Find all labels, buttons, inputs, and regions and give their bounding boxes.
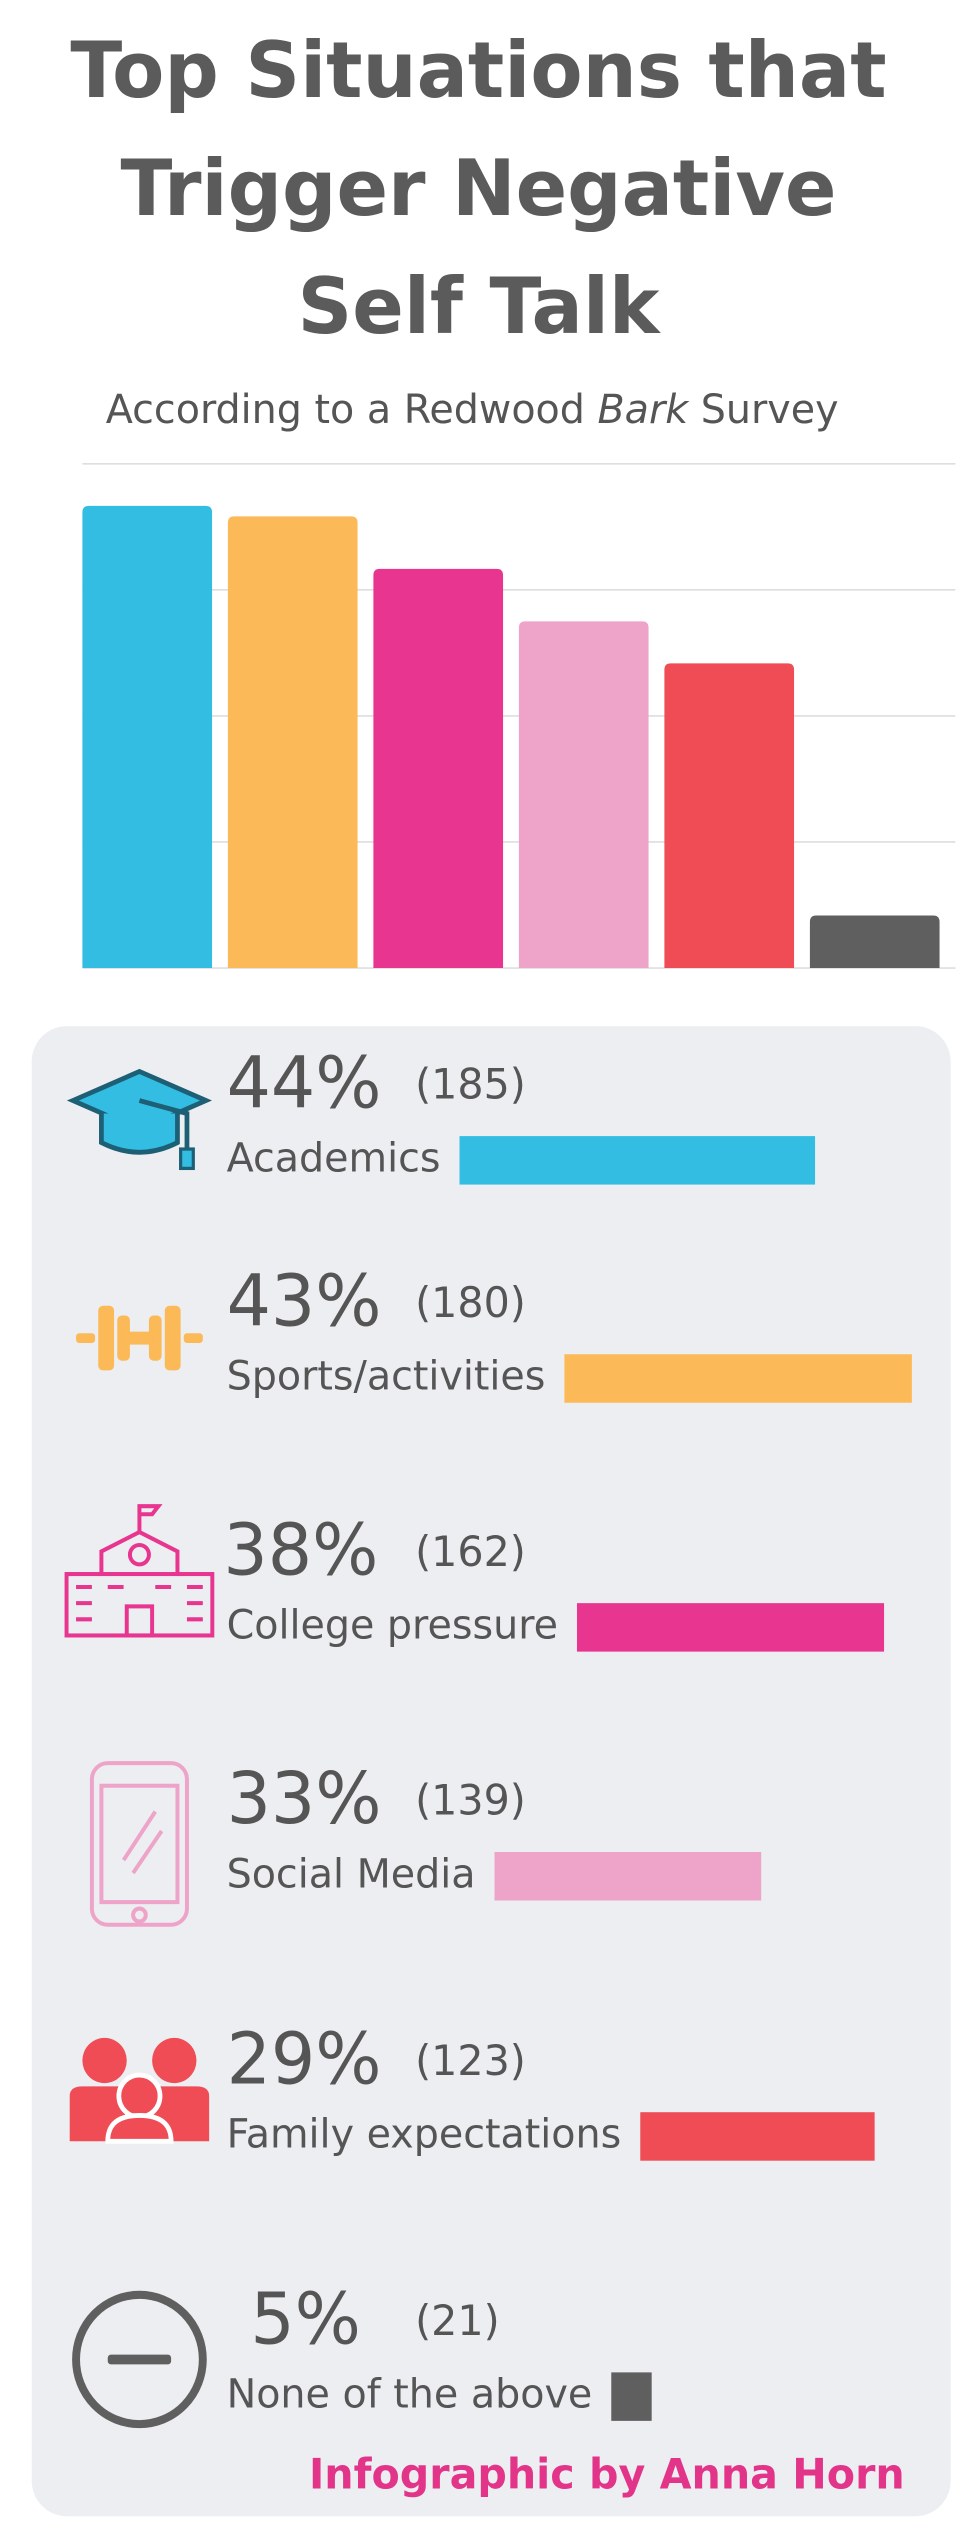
subtitle-part: According to a Redwood (106, 387, 598, 433)
icon (89, 1761, 189, 1927)
icon (72, 2290, 207, 2429)
value-label: 44% (227, 1042, 382, 1125)
category-label: Academics (227, 1135, 441, 1181)
bar (518, 621, 649, 969)
icon (66, 1068, 213, 1171)
category-label: None of the above (227, 2371, 593, 2417)
bar (809, 915, 940, 969)
title-line: Self Talk (298, 262, 662, 352)
bar (664, 663, 795, 969)
count-label: (162) (415, 1526, 526, 1575)
title-line: Trigger Negative (121, 144, 837, 234)
subtitle-part: Bark (598, 387, 690, 433)
bar (82, 505, 213, 969)
count-label: (180) (415, 1278, 526, 1327)
legend-bar (576, 1603, 885, 1652)
count-label: (185) (415, 1059, 526, 1108)
icon (69, 2037, 210, 2144)
bar (227, 516, 358, 969)
value-label: 29% (227, 2018, 382, 2101)
count-label: (123) (415, 2035, 526, 2084)
value-label: 5% (250, 2278, 361, 2361)
icon (64, 1504, 215, 1638)
subtitle: According to a Redwood Bark Survey (106, 387, 839, 433)
card (31, 1026, 951, 2517)
category-label: Family expectations (227, 2111, 622, 2157)
value-label: 38% (223, 1509, 378, 1592)
category-label: College pressure (227, 1602, 558, 1648)
subtitle-part: Survey (688, 387, 838, 433)
value-label: 33% (227, 1758, 382, 1841)
legend-bar (459, 1136, 816, 1185)
category-label: Social Media (227, 1851, 476, 1897)
legend-bar (611, 2372, 652, 2421)
count-label: (21) (415, 2296, 500, 2345)
title-line: Top Situations that (70, 26, 886, 116)
footer: Infographic by Anna Horn (309, 2449, 905, 2498)
icon (76, 1305, 203, 1371)
legend-bar (640, 2112, 875, 2161)
legend-bar (494, 1852, 762, 1901)
category-label: Sports/activities (227, 1353, 546, 1399)
value-label: 43% (227, 1260, 382, 1343)
bar (373, 568, 504, 969)
legend-bar (564, 1354, 912, 1403)
count-label: (139) (415, 1775, 526, 1824)
